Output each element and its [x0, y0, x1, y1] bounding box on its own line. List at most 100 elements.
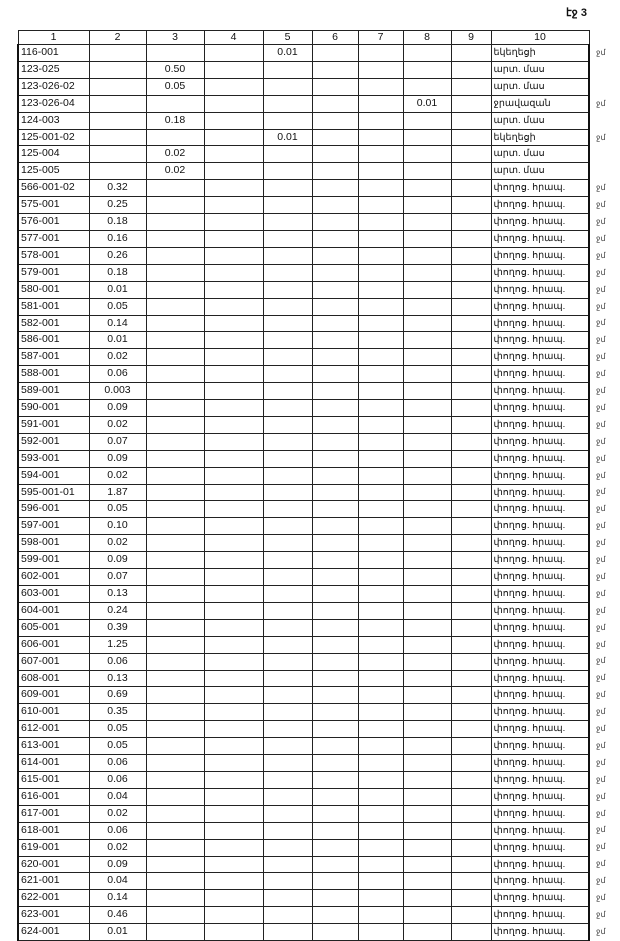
cell-col-1: 618-001: [17, 821, 90, 840]
table-row: 578-001 0.26 փողոց. հրապ.: [17, 246, 590, 265]
cell-col-4: [203, 889, 264, 908]
cell-col-1: 123-026-02: [17, 77, 90, 96]
table-row: 613-001 0.05 փողոց. հրապ.: [17, 737, 590, 756]
cell-col-9: [450, 331, 492, 350]
cell-col-9: [450, 280, 492, 299]
margin-mark: ջմ: [596, 656, 606, 666]
cell-col-6: [311, 618, 359, 637]
cell-col-7: [357, 601, 404, 620]
cell-col-1: 595-001-01: [17, 483, 90, 502]
cell-col-8: [402, 280, 452, 299]
cell-col-2: [88, 44, 147, 62]
cell-col-6: [311, 128, 359, 147]
cell-col-1: 598-001: [17, 534, 90, 553]
cell-col-1: 125-005: [17, 162, 90, 181]
margin-mark: ջմ: [596, 267, 606, 277]
cell-col-1: 125-001-02: [17, 128, 90, 147]
cell-col-7: [357, 229, 404, 248]
cell-col-6: [311, 737, 359, 756]
margin-mark: ջմ: [596, 318, 606, 328]
margin-mark: ջմ: [596, 909, 606, 919]
cell-col-1: 616-001: [17, 787, 90, 806]
cell-col-4: [203, 196, 264, 215]
cell-col-4: [203, 703, 264, 722]
cell-col-5: [262, 906, 313, 925]
cell-col-10: փողոց. հրապ.: [490, 179, 590, 198]
cell-col-6: [311, 872, 359, 891]
cell-col-4: [203, 432, 264, 451]
cell-col-8: [402, 399, 452, 417]
cell-col-3: [145, 754, 205, 772]
margin-mark: ջմ: [596, 402, 606, 412]
cell-col-9: [450, 720, 492, 739]
table-row: 599-001 0.09 փողոց. հրապ.: [17, 551, 590, 570]
cell-col-1: 123-026-04: [17, 94, 90, 113]
cell-col-6: [311, 923, 359, 941]
cell-col-10: փողոց. հրապ.: [490, 314, 590, 333]
margin-mark: ջմ: [596, 690, 606, 700]
table-row: 123-025 0.50 արտ. մաս: [17, 60, 590, 79]
cell-col-2: 0.10: [88, 517, 147, 536]
cell-col-8: [402, 804, 452, 823]
margin-mark: ջմ: [596, 707, 606, 717]
cell-col-6: [311, 382, 359, 401]
cell-col-5: [262, 855, 313, 874]
cell-col-10: փողոց. հրապ.: [490, 601, 590, 620]
cell-col-3: [145, 923, 205, 941]
cell-col-1: 566-001-02: [17, 179, 90, 198]
margin-mark: ջմ: [596, 98, 606, 108]
cell-col-10: փողոց. հրապ.: [490, 280, 590, 299]
page-number: էջ 3: [566, 7, 587, 19]
cell-col-5: [262, 213, 313, 231]
table-row: 588-001 0.06 փողոց. հրապ.: [17, 365, 590, 384]
cell-col-9: [450, 821, 492, 840]
cell-col-8: [402, 111, 452, 130]
cell-col-3: [145, 246, 205, 265]
table-row: 603-001 0.13 փողոց. հրապ.: [17, 585, 590, 603]
cell-col-2: 0.18: [88, 213, 147, 231]
cell-col-4: [203, 923, 264, 941]
cell-col-7: [357, 703, 404, 722]
cell-col-3: [145, 415, 205, 434]
cell-col-8: [402, 415, 452, 434]
cell-col-8: [402, 314, 452, 333]
cell-col-1: 593-001: [17, 449, 90, 468]
table-row: 566-001-02 0.32 փողոց. հրապ.: [17, 179, 590, 198]
cell-col-9: [450, 44, 492, 62]
cell-col-5: [262, 297, 313, 316]
cell-col-2: 0.05: [88, 720, 147, 739]
cell-col-4: [203, 348, 264, 367]
cell-col-8: [402, 906, 452, 925]
cell-col-1: 587-001: [17, 348, 90, 367]
cell-col-2: 0.13: [88, 585, 147, 603]
margin-mark: ջմ: [596, 504, 606, 514]
cell-col-1: 621-001: [17, 872, 90, 891]
cell-col-2: 0.02: [88, 534, 147, 553]
cell-col-8: [402, 263, 452, 282]
table-row: 620-001 0.09 փողոց. հրապ.: [17, 855, 590, 874]
margin-mark: ջմ: [596, 386, 606, 395]
cell-col-9: [450, 382, 492, 401]
cell-col-3: [145, 432, 205, 451]
cell-col-9: [450, 145, 492, 164]
cell-col-8: [402, 568, 452, 586]
cell-col-10: փողոց. հրապ.: [490, 246, 590, 265]
cell-col-9: [450, 229, 492, 248]
table-row: 606-001 1.25 փողոց. հրապ.: [17, 635, 590, 654]
cell-col-2: 0.14: [88, 889, 147, 908]
cell-col-10: եկեղեցի: [490, 128, 590, 147]
cell-col-9: [450, 297, 492, 316]
cell-col-3: [145, 703, 205, 722]
cell-col-1: 575-001: [17, 196, 90, 215]
cell-col-2: 0.07: [88, 568, 147, 586]
cell-col-5: [262, 246, 313, 265]
cell-col-8: [402, 703, 452, 722]
cell-col-10: փողոց. հրապ.: [490, 449, 590, 468]
cell-col-2: 1.25: [88, 635, 147, 654]
cell-col-8: [402, 585, 452, 603]
cell-col-5: [262, 60, 313, 79]
table-row: 604-001 0.24 փողոց. հրապ.: [17, 601, 590, 620]
cell-col-4: [203, 551, 264, 570]
cell-col-3: [145, 534, 205, 553]
cell-col-10: փողոց. հրապ.: [490, 889, 590, 908]
